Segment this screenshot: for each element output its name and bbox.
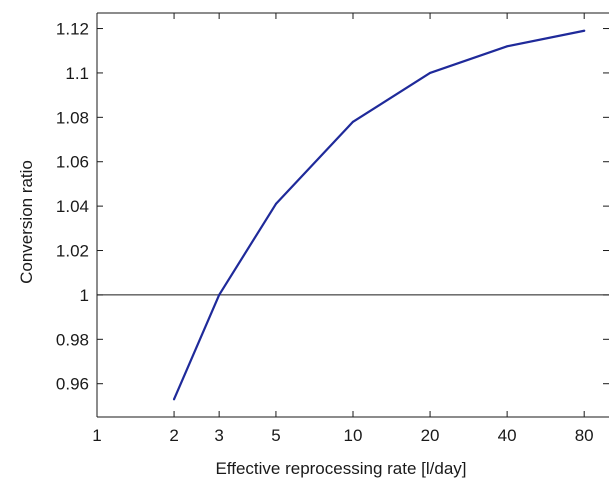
y-tick-label: 1 [80,286,89,305]
data-point [506,45,509,48]
data-point [429,71,432,74]
x-tick-label: 5 [271,426,280,445]
x-tick-label: 2 [169,426,178,445]
x-tick-label: 1 [92,426,101,445]
data-point [352,120,354,123]
x-tick-label: 80 [575,426,594,445]
axes-frame [96,12,609,418]
y-tick-label: 1.04 [56,197,89,216]
tick-labels-layer: 1 2 3 5 10 20 40 80 0.96 0.98 1 1.02 1.04 1.06 1.08 1.1… [56,20,594,445]
y-axis-title: Conversion ratio [17,160,36,284]
data-point [173,398,176,401]
data-point [274,202,277,205]
x-tick-label: 40 [498,426,517,445]
data-point [218,293,221,296]
y-tick-label: 0.98 [56,330,89,349]
y-tick-label: 1.06 [56,153,89,172]
x-axis-title: Effective reprocessing rate [l/day] [215,459,466,478]
y-tick-label: 1.08 [56,108,89,127]
data-point [583,29,586,32]
y-tick-label: 1.12 [56,20,89,39]
x-tick-label: 3 [214,426,223,445]
series-layer [172,29,586,401]
x-tick-label: 20 [421,426,440,445]
y-tick-label: 1.1 [65,64,89,83]
x-tick-label: 10 [344,426,363,445]
y-tick-label: 1.02 [56,242,89,261]
y-tick-label: 0.96 [56,375,89,394]
ticks-layer [96,13,609,417]
plot-area-background [97,13,609,417]
